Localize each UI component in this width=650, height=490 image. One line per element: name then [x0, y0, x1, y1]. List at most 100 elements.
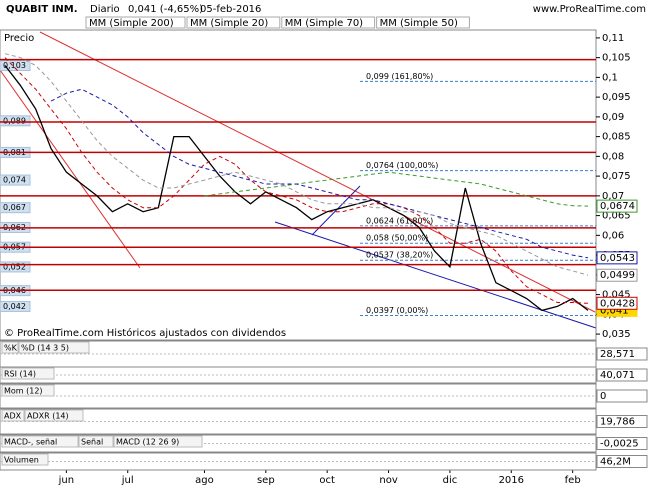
- indicator-title: Señal: [81, 438, 103, 447]
- source: www.ProRealTime.com: [533, 4, 646, 15]
- indicator-value: 19,786: [600, 417, 635, 428]
- profile-label: 0,067: [3, 203, 26, 212]
- plot-frame: [0, 29, 597, 341]
- indicator-title: MACD-, señal: [4, 438, 57, 447]
- x-tick-label: jul: [121, 475, 134, 486]
- y-tick-label: 0,095: [602, 92, 631, 103]
- legend-entry: MM (Simple 50): [380, 18, 458, 29]
- y-tick-label: 0,11: [602, 33, 624, 44]
- trend-line: [0, 69, 141, 269]
- legend-entry: MM (Simple 70): [285, 18, 363, 29]
- price-tag-label: 0,0428: [600, 298, 635, 309]
- indicator-title-box: [24, 409, 84, 422]
- x-tick-label: sep: [257, 475, 275, 486]
- indicator-title: ADX: [4, 412, 22, 421]
- profile-label: 0,074: [3, 176, 26, 185]
- profile-label: 0,042: [3, 302, 26, 311]
- indicator-title-box: [1, 367, 55, 380]
- indicator-value: 0: [600, 391, 606, 402]
- indicator-title: Mom (12): [4, 387, 43, 396]
- trend-line: [311, 185, 361, 236]
- legend-box: [281, 16, 376, 29]
- price-tag-label: 0,0674: [600, 201, 635, 212]
- x-tick-label: oct: [319, 475, 335, 486]
- y-tick-label: 0,08: [602, 151, 624, 162]
- y-label: Precio: [4, 33, 34, 44]
- fib-label: 0,099 (161,80%): [366, 72, 433, 81]
- profile-bar: [0, 300, 31, 312]
- indicator-value-box: [596, 347, 648, 361]
- indicator-title-box: [1, 384, 55, 397]
- profile-bar: [0, 60, 31, 72]
- x-tick-label: dic: [443, 475, 458, 486]
- y-tick-label: 0,07: [602, 191, 624, 202]
- price-tag: [596, 296, 638, 310]
- price-tag: [596, 251, 638, 265]
- profile-bar: [0, 261, 31, 273]
- price-tag: [596, 268, 638, 282]
- y-tick-label: 0,085: [602, 132, 631, 143]
- x-tick-label: nov: [379, 475, 397, 486]
- legend-box: [186, 16, 281, 29]
- indicator-value: 40,071: [600, 370, 635, 381]
- trend-line: [39, 31, 596, 313]
- price-tag-label: 0,041: [600, 305, 629, 316]
- profile-bar: [0, 174, 31, 186]
- indicator-title: %D (14 3 5): [21, 344, 69, 353]
- y-tick-label: 0,075: [602, 171, 631, 182]
- profile-label: 0,103: [3, 61, 26, 70]
- price-tag: [596, 199, 638, 213]
- x-tick-label: feb: [565, 475, 581, 486]
- indicator-title-box: [18, 341, 90, 354]
- moving-average: [204, 171, 589, 207]
- x-tick-label: jun: [58, 475, 74, 486]
- y-tick-label: 0,045: [602, 290, 631, 301]
- indicator-value: 28,571: [600, 349, 635, 360]
- footnote: © ProRealTime.com Históricos ajustados c…: [4, 327, 286, 339]
- indicator-value-box: [596, 437, 648, 450]
- indicator-title-box: [1, 409, 25, 422]
- y-tick-label: 0,09: [602, 112, 624, 123]
- y-tick-label: 0,035: [602, 329, 631, 340]
- date: 05-feb-2016: [200, 4, 261, 15]
- indicator-value-box: [596, 455, 648, 468]
- indicator-value-box: [596, 415, 648, 428]
- profile-bar: [0, 115, 31, 127]
- indicator-title-box: [1, 435, 79, 448]
- profile-label: 0,052: [3, 262, 26, 271]
- indicator-title: ADXR (14): [27, 412, 69, 421]
- price-line: [4, 65, 589, 312]
- indicator-value: -0,0025: [600, 439, 639, 450]
- legend-entry: MM (Simple 20): [190, 18, 268, 29]
- price-tag-label: 0,0543: [600, 253, 635, 264]
- indicator-title: Volumen: [4, 456, 39, 465]
- y-tick-label: 0,065: [602, 211, 631, 222]
- y-tick-label: 0,06: [602, 230, 624, 241]
- y-tick-label: 0,105: [602, 53, 631, 64]
- title: QUABIT INM.: [6, 4, 78, 15]
- moving-average: [50, 88, 589, 259]
- indicator-value-box: [596, 368, 648, 382]
- indicator-title-box: [113, 435, 203, 448]
- moving-average: [4, 57, 589, 304]
- fib-label: 0,058 (50,00%): [366, 234, 428, 243]
- profile-bar: [0, 202, 31, 214]
- indicator-title: RSI (14): [4, 370, 36, 379]
- indicator-title-box: [78, 435, 114, 448]
- fib-label: 0,0624 (61,80%): [366, 216, 433, 225]
- profile-label: 0,089: [3, 116, 26, 125]
- y-tick-label: 0,1: [602, 72, 618, 83]
- indicator-title: %K: [4, 344, 18, 353]
- indicator-value-box: [596, 389, 648, 403]
- legend-box: [376, 16, 470, 29]
- fib-label: 0,0764 (100,00%): [366, 161, 438, 170]
- last-change: 0,041 (-4,65%): [128, 4, 203, 15]
- indicator-title-box: [1, 341, 19, 354]
- moving-average: [4, 53, 589, 276]
- x-tick-label: ago: [195, 475, 214, 486]
- x-tick-label: 2016: [499, 475, 524, 486]
- legend-entry: MM (Simple 200): [89, 18, 174, 29]
- indicator-title: MACD (12 26 9): [116, 438, 179, 447]
